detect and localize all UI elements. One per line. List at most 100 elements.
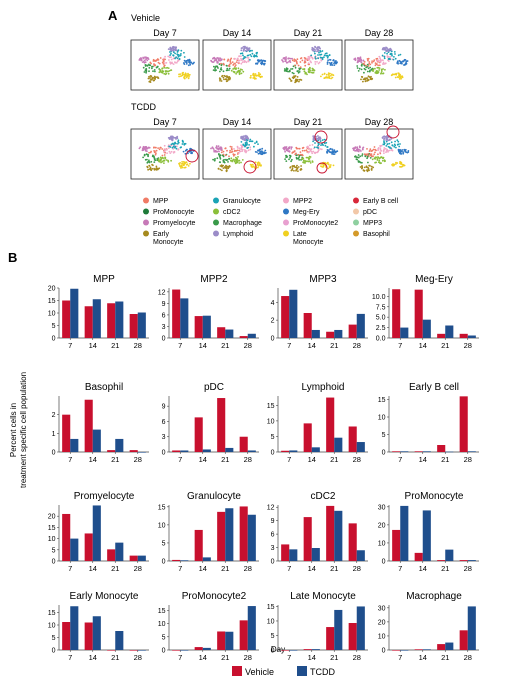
umap-point <box>234 64 237 66</box>
x-tick-label: 7 <box>287 653 291 662</box>
bar-tcdd <box>247 514 256 561</box>
x-tick-label: 7 <box>178 564 182 573</box>
umap-point <box>164 157 167 159</box>
umap-point <box>214 57 217 60</box>
bar-vehicle <box>459 560 468 561</box>
umap-point <box>227 58 230 61</box>
umap-point <box>245 47 248 50</box>
umap-point <box>153 69 156 71</box>
umap-point <box>388 139 391 142</box>
y-tick-label: 6 <box>162 419 166 426</box>
bar-vehicle <box>194 316 203 338</box>
umap-point <box>379 151 381 154</box>
umap-point <box>327 167 330 170</box>
umap-point <box>354 150 356 152</box>
umap-point <box>181 143 184 145</box>
umap-point <box>161 148 164 150</box>
umap-point <box>332 74 334 76</box>
umap-point <box>241 159 244 161</box>
umap-point <box>383 52 386 54</box>
umap-point <box>364 78 366 81</box>
umap-point <box>326 56 329 59</box>
y-tick-label: 0 <box>52 336 56 343</box>
chart-title: Promyelocyte <box>74 491 135 502</box>
umap-point <box>178 58 181 60</box>
bar-chart-cdc2: cDC2 0 3 6 9 12 7 14 21 28 <box>267 491 368 573</box>
umap-point <box>159 71 162 73</box>
umap-point <box>246 142 248 145</box>
umap-point <box>379 57 381 60</box>
x-tick-label: 28 <box>464 564 472 573</box>
umap-point <box>147 77 150 80</box>
umap-point <box>146 59 149 62</box>
umap-point <box>167 159 170 162</box>
umap-point <box>167 55 170 58</box>
umap-point <box>383 160 386 163</box>
umap-point <box>257 74 260 76</box>
umap-point <box>308 57 311 60</box>
umap-point <box>220 62 222 65</box>
umap-point <box>333 62 335 65</box>
umap-point <box>158 62 161 65</box>
umap-point <box>380 150 383 152</box>
umap-point <box>397 76 400 79</box>
umap-point <box>162 70 165 73</box>
bar-vehicle <box>303 649 312 650</box>
umap-point <box>260 63 263 66</box>
umap-point <box>240 47 243 50</box>
umap-point <box>237 61 239 64</box>
umap-point <box>295 166 298 169</box>
umap-point <box>405 62 408 65</box>
umap-legend-label: ProMonocyte2 <box>293 220 338 227</box>
bar-tcdd <box>400 505 409 561</box>
umap-point <box>251 52 254 55</box>
umap-point <box>311 67 314 70</box>
x-tick-label: 21 <box>330 653 338 662</box>
umap-point <box>141 61 144 63</box>
umap-point <box>283 57 286 59</box>
umap-point <box>314 48 316 51</box>
x-tick-label: 7 <box>287 455 291 464</box>
umap-point <box>148 159 150 162</box>
y-tick-label: 0 <box>52 450 56 457</box>
umap-point <box>244 142 247 144</box>
umap-point <box>360 61 363 64</box>
umap-point <box>182 166 184 169</box>
umap-point <box>311 46 314 49</box>
umap-point <box>163 66 166 69</box>
umap-point <box>366 70 369 73</box>
umap-point <box>363 71 365 74</box>
bar-tcdd <box>70 288 79 338</box>
umap-point <box>189 63 192 66</box>
umap-point <box>300 165 302 167</box>
umap-point <box>168 137 171 140</box>
bar-tcdd <box>225 447 234 452</box>
umap-point <box>374 156 377 159</box>
x-tick-label: 28 <box>464 653 472 662</box>
umap-point <box>159 57 162 59</box>
umap-point <box>314 52 316 55</box>
umap-point <box>383 152 385 155</box>
umap-point <box>323 73 326 75</box>
umap-point <box>164 70 167 72</box>
y-tick-label: 0 <box>162 336 166 343</box>
umap-point <box>326 151 328 154</box>
bar-tcdd <box>115 438 124 452</box>
umap-point <box>256 74 258 77</box>
umap-point <box>228 67 231 70</box>
umap-point <box>387 145 390 148</box>
umap-point <box>158 68 161 71</box>
umap-point <box>309 66 311 69</box>
umap-point <box>145 153 148 156</box>
umap-legend-swatch <box>353 219 359 226</box>
umap-point <box>238 71 241 74</box>
umap-point <box>156 65 159 68</box>
umap-point <box>155 165 158 168</box>
umap-point <box>381 54 384 57</box>
bar-vehicle <box>172 450 181 452</box>
bar-vehicle <box>172 289 181 338</box>
umap-point <box>164 148 166 151</box>
umap-point <box>153 60 156 62</box>
umap-point <box>356 147 359 150</box>
umap-point <box>167 67 170 69</box>
